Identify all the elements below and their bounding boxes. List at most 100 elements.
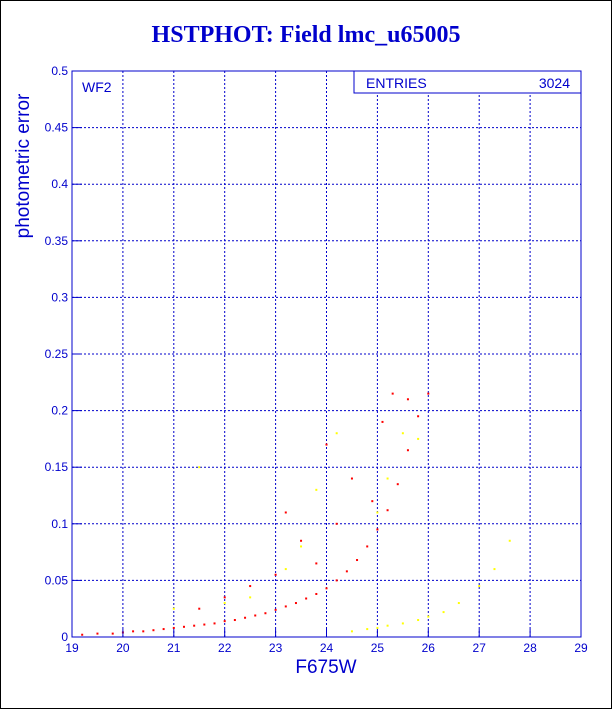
data-point-secondary [386, 624, 389, 627]
x-tick-label: 24 [320, 641, 334, 655]
stats-entries-value: 3024 [539, 75, 570, 91]
data-point-secondary [300, 545, 303, 548]
data-point-secondary [457, 602, 460, 605]
x-tick-label: 19 [65, 641, 79, 655]
y-tick-label: 0.05 [45, 573, 69, 587]
data-point-main [213, 622, 216, 625]
data-point-secondary [508, 539, 511, 542]
data-point-main [274, 573, 277, 576]
data-point-secondary [366, 628, 369, 631]
data-point-main [406, 398, 409, 401]
data-point-main [325, 587, 328, 590]
data-point-secondary [493, 568, 496, 571]
data-point-secondary [442, 611, 445, 614]
data-point-main [233, 619, 236, 622]
data-point-secondary [198, 466, 201, 469]
data-point-main [305, 597, 308, 600]
y-tick-label: 0.45 [45, 121, 69, 135]
data-point-secondary [284, 568, 287, 571]
data-point-main [81, 633, 84, 636]
x-tick-label: 21 [167, 641, 181, 655]
data-point-secondary [315, 488, 318, 491]
data-point-main [294, 602, 297, 605]
data-point-main [300, 539, 303, 542]
y-tick-label: 0.35 [45, 234, 69, 248]
data-point-main [198, 607, 201, 610]
data-point-main [284, 511, 287, 514]
data-point-main [391, 392, 394, 395]
y-tick-label: 0.2 [51, 404, 68, 418]
data-point-main [244, 616, 247, 619]
data-point-main [350, 477, 353, 480]
data-point-main [223, 620, 226, 623]
data-point-main [274, 608, 277, 611]
x-tick-label: 25 [371, 641, 385, 655]
data-point-secondary [172, 607, 175, 610]
data-point-secondary [401, 432, 404, 435]
data-points [81, 392, 511, 636]
data-point-secondary [427, 615, 430, 618]
data-point-secondary [417, 619, 420, 622]
data-point-secondary [223, 602, 226, 605]
data-point-secondary [417, 437, 420, 440]
data-point-secondary [376, 511, 379, 514]
data-point-main [335, 579, 338, 582]
data-point-main [203, 623, 206, 626]
data-point-secondary [249, 596, 252, 599]
x-tick-label: 23 [269, 641, 283, 655]
data-point-main [111, 632, 114, 635]
data-point-main [335, 522, 338, 525]
data-point-main [264, 612, 267, 615]
data-point-secondary [386, 477, 389, 480]
data-point-main [356, 559, 359, 562]
x-tick-label: 28 [523, 641, 537, 655]
data-point-main [249, 585, 252, 588]
data-point-main [284, 605, 287, 608]
data-point-main [152, 629, 155, 632]
data-point-main [132, 630, 135, 633]
data-point-secondary [350, 630, 353, 633]
data-point-main [182, 625, 185, 628]
data-point-main [162, 628, 165, 631]
y-tick-label: 0.3 [51, 290, 68, 304]
x-tick-label: 20 [116, 641, 130, 655]
data-point-main [325, 443, 328, 446]
x-axis-ticks: 19 20 21 22 23 24 25 26 27 28 29 [65, 629, 588, 655]
y-tick-label: 0.4 [51, 177, 68, 191]
data-point-main [315, 562, 318, 565]
data-point-main [254, 614, 257, 617]
y-axis-label: photometric error [13, 93, 34, 238]
y-tick-label: 0 [61, 630, 68, 644]
data-point-main [386, 509, 389, 512]
data-point-main [427, 392, 430, 395]
stats-box [353, 70, 582, 94]
data-point-main [366, 545, 369, 548]
data-point-secondary [376, 626, 379, 629]
chart-title: HSTPHOT: Field lmc_u65005 [151, 22, 461, 48]
data-point-main [315, 592, 318, 595]
y-tick-label: 0.1 [51, 517, 68, 531]
x-tick-label: 27 [473, 641, 487, 655]
y-tick-label: 0.15 [45, 460, 69, 474]
data-point-main [396, 483, 399, 486]
data-point-secondary [401, 622, 404, 625]
grid [72, 71, 581, 637]
data-point-secondary [478, 585, 481, 588]
data-point-main [417, 415, 420, 418]
data-point-main [381, 420, 384, 423]
data-point-main [406, 449, 409, 452]
data-point-main [376, 528, 379, 531]
stats-entries-label: ENTRIES [366, 75, 427, 91]
data-point-main [96, 632, 99, 635]
data-point-main [142, 630, 145, 633]
x-tick-label: 29 [574, 641, 588, 655]
y-tick-label: 0.25 [45, 347, 69, 361]
data-point-secondary [335, 432, 338, 435]
data-point-main [223, 596, 226, 599]
x-tick-label: 22 [218, 641, 232, 655]
data-point-main [193, 624, 196, 627]
data-point-main [371, 500, 374, 503]
data-point-main [345, 570, 348, 573]
x-tick-label: 26 [422, 641, 436, 655]
